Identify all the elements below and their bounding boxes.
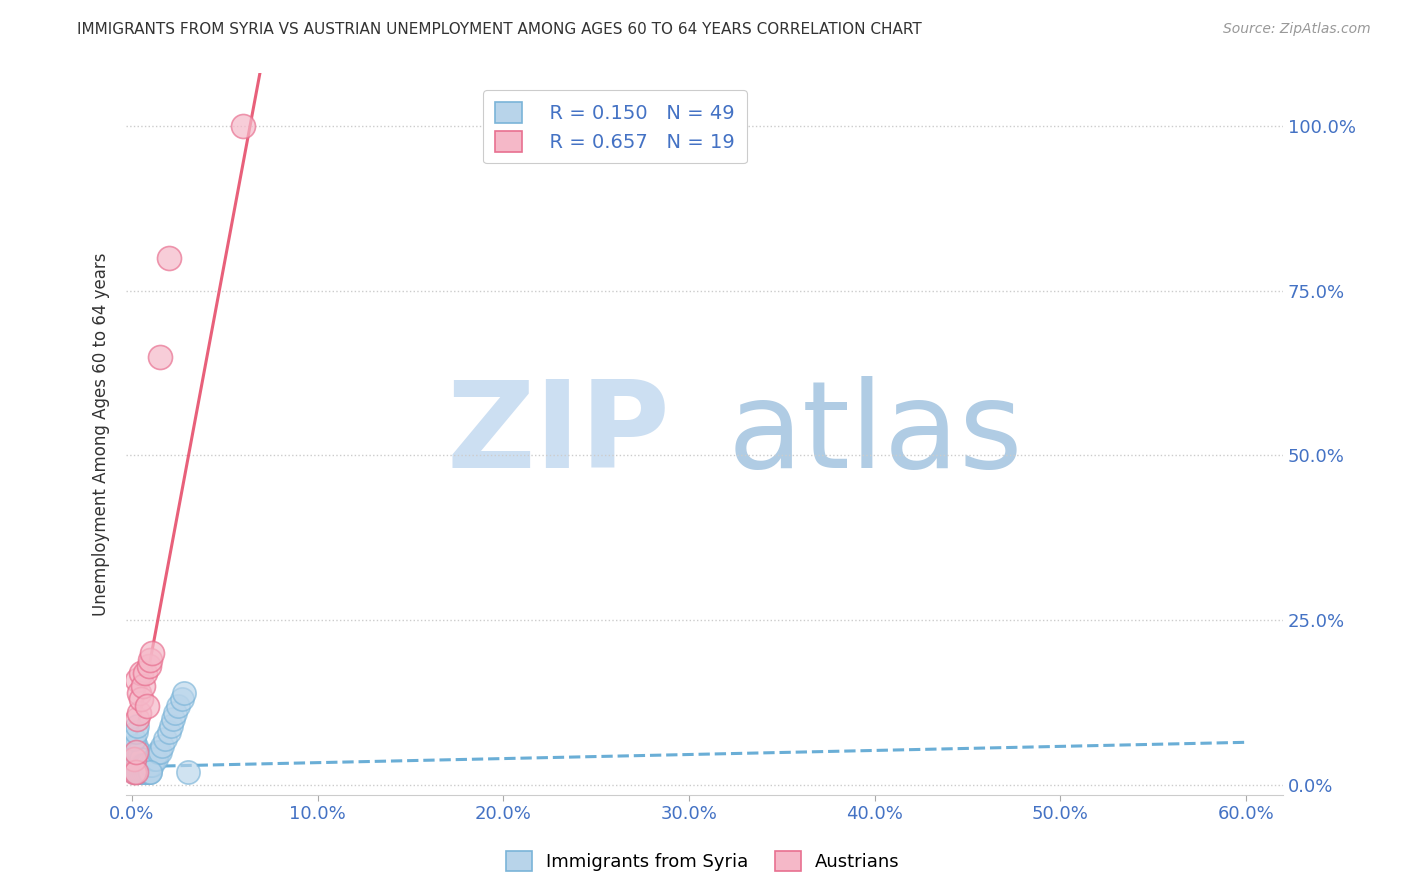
Point	[127, 752, 149, 766]
Point	[122, 739, 145, 753]
Point	[139, 653, 162, 667]
Point	[157, 251, 180, 265]
Point	[170, 692, 193, 706]
Point	[135, 764, 157, 779]
Point	[160, 719, 183, 733]
Point	[162, 712, 184, 726]
Point	[167, 699, 190, 714]
Point	[141, 646, 163, 660]
Point	[122, 752, 145, 766]
Point	[124, 739, 146, 753]
Point	[134, 666, 156, 681]
Point	[129, 758, 152, 772]
Point	[141, 758, 163, 772]
Point	[129, 764, 152, 779]
Point	[134, 758, 156, 772]
Point	[127, 712, 149, 726]
Point	[128, 745, 150, 759]
Point	[122, 758, 145, 772]
Point	[122, 745, 145, 759]
Point	[138, 764, 160, 779]
Point	[124, 764, 146, 779]
Point	[129, 666, 152, 681]
Point	[146, 745, 169, 759]
Point	[135, 699, 157, 714]
Point	[149, 350, 172, 364]
Legend: Immigrants from Syria, Austrians: Immigrants from Syria, Austrians	[499, 844, 907, 879]
Text: Source: ZipAtlas.com: Source: ZipAtlas.com	[1223, 22, 1371, 37]
Point	[124, 758, 146, 772]
Point	[173, 686, 195, 700]
Point	[134, 764, 156, 779]
Point	[139, 764, 162, 779]
Point	[145, 752, 167, 766]
Point	[122, 752, 145, 766]
Text: ZIP: ZIP	[446, 376, 669, 492]
Point	[139, 758, 162, 772]
Point	[143, 752, 166, 766]
Point	[129, 692, 152, 706]
Point	[128, 686, 150, 700]
Point	[124, 725, 146, 739]
Point	[124, 764, 146, 779]
Point	[149, 745, 172, 759]
Point	[124, 745, 146, 759]
Point	[132, 679, 155, 693]
Point	[127, 719, 149, 733]
Point	[139, 764, 162, 779]
Point	[128, 758, 150, 772]
Point	[157, 725, 180, 739]
Text: IMMIGRANTS FROM SYRIA VS AUSTRIAN UNEMPLOYMENT AMONG AGES 60 TO 64 YEARS CORRELA: IMMIGRANTS FROM SYRIA VS AUSTRIAN UNEMPL…	[77, 22, 922, 37]
Point	[135, 758, 157, 772]
Point	[127, 673, 149, 687]
Point	[124, 752, 146, 766]
Point	[124, 745, 146, 759]
Point	[127, 758, 149, 772]
Point	[129, 752, 152, 766]
Point	[232, 119, 254, 133]
Point	[128, 764, 150, 779]
Point	[122, 731, 145, 746]
Point	[150, 739, 173, 753]
Point	[128, 706, 150, 720]
Point	[127, 745, 149, 759]
Point	[128, 752, 150, 766]
Point	[132, 764, 155, 779]
Text: atlas: atlas	[728, 376, 1024, 492]
Y-axis label: Unemployment Among Ages 60 to 64 years: Unemployment Among Ages 60 to 64 years	[93, 252, 110, 615]
Point	[163, 706, 186, 720]
Point	[176, 764, 198, 779]
Point	[132, 758, 155, 772]
Point	[122, 764, 145, 779]
Point	[138, 659, 160, 673]
Point	[127, 764, 149, 779]
Point	[122, 764, 145, 779]
Point	[155, 731, 177, 746]
Legend:   R = 0.150   N = 49,   R = 0.657   N = 19: R = 0.150 N = 49, R = 0.657 N = 19	[484, 90, 747, 163]
